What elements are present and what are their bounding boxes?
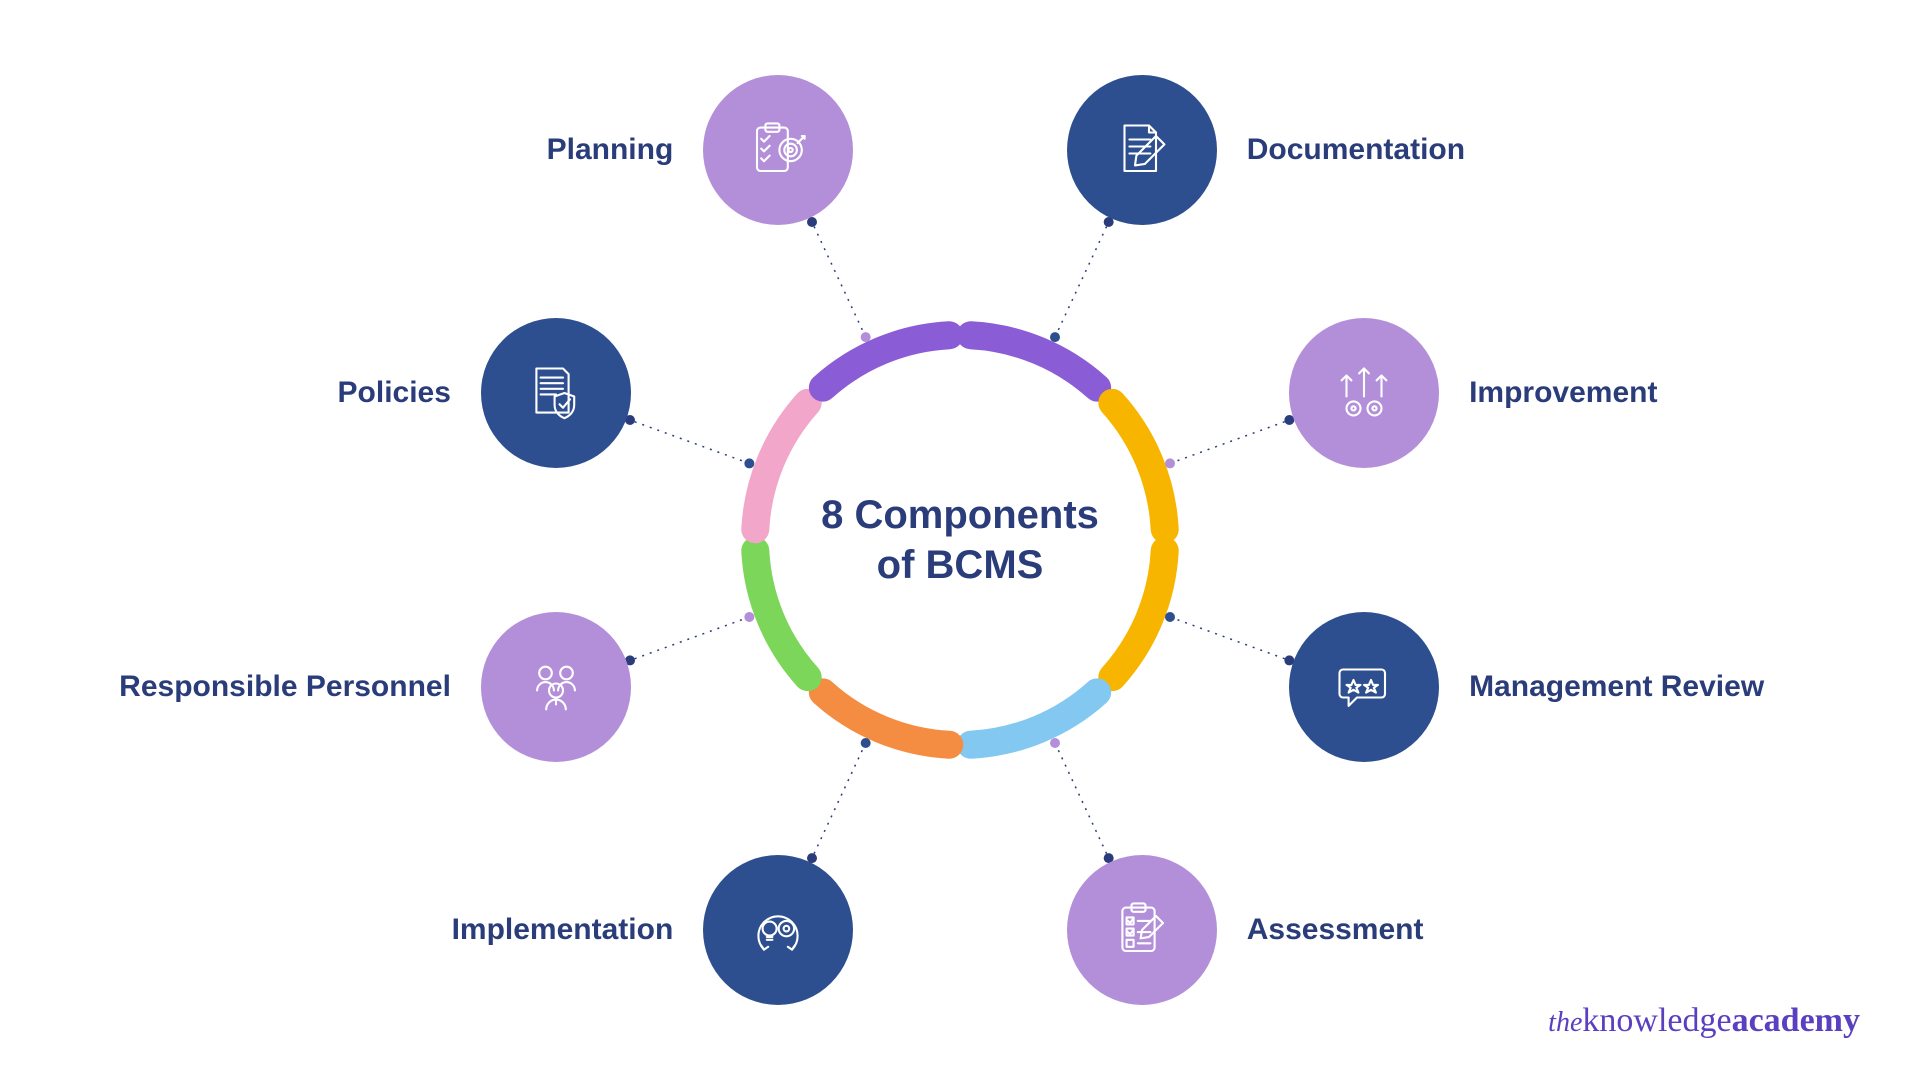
chat-stars-icon xyxy=(1289,612,1439,762)
ring-segment xyxy=(971,335,1097,387)
component-label: Policies xyxy=(338,376,451,410)
arrows-gears-icon xyxy=(1289,318,1439,468)
logo-the: the xyxy=(1548,1007,1582,1038)
component-node-responsible_personnel: Responsible Personnel xyxy=(119,612,631,762)
component-label: Responsible Personnel xyxy=(119,670,451,704)
component-node-implementation: Implementation xyxy=(452,855,854,1005)
brand-logo: theknowledgeacademy xyxy=(1548,1002,1860,1040)
logo-knowledge: knowledge xyxy=(1582,1002,1731,1039)
component-node-assessment: Assessment xyxy=(1067,855,1424,1005)
component-label: Assessment xyxy=(1247,913,1424,947)
center-title-line1: 8 Components xyxy=(821,493,1099,537)
component-label: Documentation xyxy=(1247,133,1465,167)
document-pencil-icon xyxy=(1067,75,1217,225)
logo-academy: academy xyxy=(1732,1002,1860,1039)
bulb-gear-cycle-icon xyxy=(703,855,853,1005)
component-node-documentation: Documentation xyxy=(1067,75,1465,225)
center-title: 8 Components of BCMS xyxy=(790,490,1130,590)
component-label: Planning xyxy=(547,133,674,167)
people-three-icon xyxy=(481,612,631,762)
component-label: Management Review xyxy=(1469,670,1764,704)
ring-segment xyxy=(971,692,1097,744)
component-node-management_review: Management Review xyxy=(1289,612,1764,762)
component-node-planning: Planning xyxy=(547,75,854,225)
checklist-pencil-icon xyxy=(1067,855,1217,1005)
center-title-line2: of BCMS xyxy=(877,543,1044,587)
component-label: Implementation xyxy=(452,913,674,947)
component-node-improvement: Improvement xyxy=(1289,318,1657,468)
ring-segment xyxy=(823,692,949,744)
diagram-stage: 8 Components of BCMS Documentation Improv… xyxy=(0,0,1920,1080)
clipboard-target-icon xyxy=(703,75,853,225)
ring-segment xyxy=(823,335,949,387)
component-node-policies: Policies xyxy=(338,318,631,468)
component-label: Improvement xyxy=(1469,376,1657,410)
doc-shield-icon xyxy=(481,318,631,468)
